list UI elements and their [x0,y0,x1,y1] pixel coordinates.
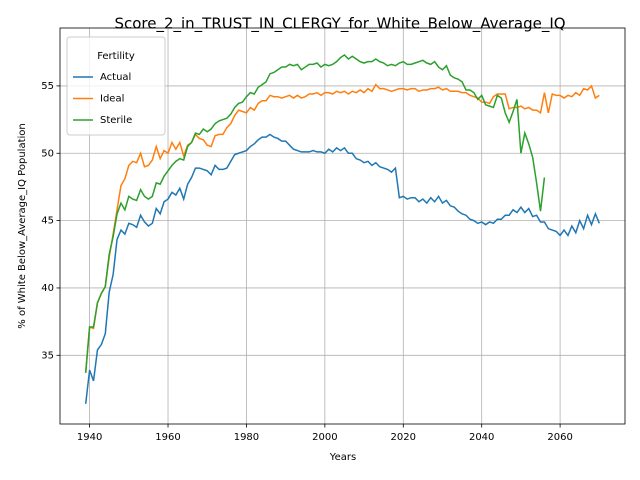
x-tick-label: 1980 [234,432,259,443]
x-tick-label: 2040 [469,432,494,443]
x-tick-label: 2060 [547,432,572,443]
legend-label: Ideal [100,94,124,105]
y-tick-label: 35 [41,350,54,361]
legend-title: Fertility [97,51,135,62]
data-line [84,133,601,404]
y-axis-label: % of White Below_Average_IQ Population [17,123,28,328]
chart-title: Score_2_in_TRUST_IN_CLERGY_for_White_Bel… [114,15,565,34]
x-tick-label: 2020 [391,432,416,443]
y-tick-label: 50 [41,148,54,159]
y-tick-label: 55 [41,81,54,92]
legend-box [66,36,166,136]
x-tick-label: 1940 [77,432,102,443]
y-tick-label: 40 [41,283,54,294]
data-line [84,53,546,373]
plot-frame [59,27,626,425]
x-tick-label: 2000 [312,432,337,443]
legend-label: Sterile [100,115,132,126]
x-axis-label: Years [329,452,356,463]
y-tick-label: 45 [41,216,54,227]
x-tick-label: 1960 [155,432,180,443]
legend-label: Actual [100,72,131,83]
